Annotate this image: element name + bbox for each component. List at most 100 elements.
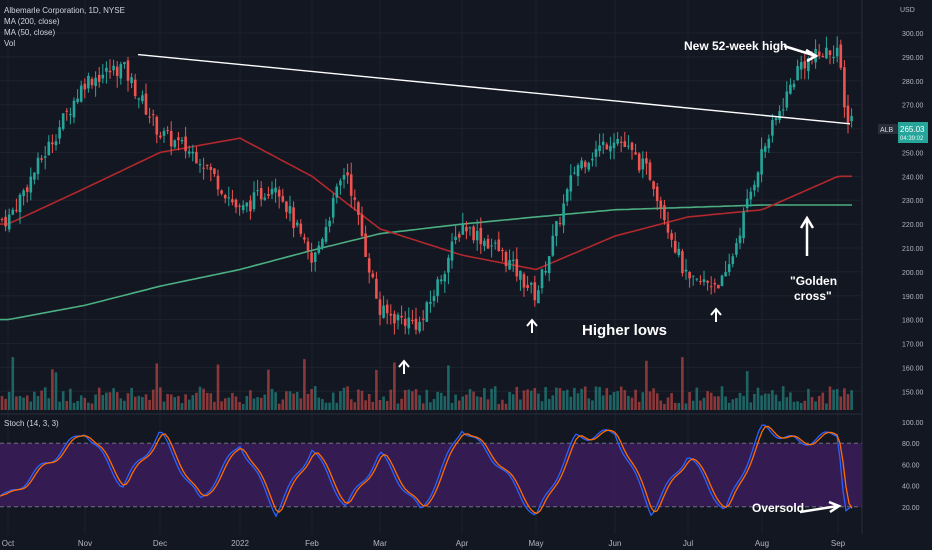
volume-bar (252, 398, 256, 410)
golden-cross-arrow (799, 215, 815, 256)
candle-body (54, 141, 58, 146)
price-axis[interactable]: 300.00290.00280.00270.00260.00250.00240.… (902, 31, 924, 396)
volume-bar (817, 395, 821, 410)
volume-bar (155, 363, 159, 410)
volume-bar (792, 401, 796, 410)
candle-body (702, 279, 706, 283)
volume-bar (569, 396, 573, 410)
candle-body (360, 214, 364, 236)
volume-bar (461, 396, 465, 410)
volume-bar (778, 401, 781, 410)
volume-bar (79, 395, 83, 410)
time-tick-label: Jul (683, 539, 693, 548)
candle-body (468, 227, 472, 229)
symbol-legend[interactable]: Albemarle Corporation, 1D, NYSE (4, 6, 125, 15)
volume-bar (691, 400, 695, 410)
volume-bar (76, 401, 79, 410)
volume-bar (519, 399, 522, 410)
time-tick-label: May (528, 539, 543, 548)
volume-bar (465, 394, 468, 410)
candle-body (94, 77, 97, 86)
volume-bar (832, 389, 835, 410)
time-tick-label: 2022 (231, 539, 249, 548)
candle-body (245, 202, 249, 207)
volume-bar (655, 393, 659, 410)
candle-body (72, 100, 76, 118)
price-tick-label: 220.00 (902, 222, 924, 229)
candle-body (97, 74, 101, 82)
volume-bar (583, 386, 587, 410)
volume-bar (169, 394, 173, 410)
candle-body (547, 256, 551, 274)
volume-bar (184, 394, 187, 410)
candle-body (303, 237, 306, 240)
candlesticks[interactable] (0, 36, 853, 335)
volume-bar (112, 388, 115, 410)
volume-bar (501, 399, 504, 410)
volume-bar (328, 402, 331, 410)
volume-bar (69, 388, 72, 410)
candle-body (141, 95, 144, 102)
candle-body (447, 257, 450, 273)
volume-bar (151, 389, 155, 410)
candle-body (569, 175, 573, 192)
stoch-legend[interactable]: Stoch (14, 3, 3) (4, 419, 59, 428)
volume-bar (612, 392, 616, 410)
resistance-trendline[interactable] (137, 53, 851, 125)
candle-body (180, 139, 184, 142)
volume-bar (245, 396, 249, 410)
volume-bar (601, 395, 605, 410)
volume-bar (101, 395, 105, 410)
candle-body (825, 47, 828, 59)
ma200-legend[interactable]: MA (200, close) (4, 17, 60, 26)
stoch-axis[interactable]: 100.00 80.00 60.00 40.00 20.00 (902, 420, 924, 512)
volume-bar (339, 391, 342, 410)
candle-body (123, 62, 126, 65)
candle-body (306, 241, 310, 252)
candle-body (216, 175, 220, 190)
vol-legend[interactable]: Vol (4, 39, 15, 48)
candle-body (130, 77, 133, 84)
time-axis[interactable]: Oct Nov Dec 2022 Feb Mar Apr May Jun Jul Aug Sep (2, 539, 846, 548)
time-tick-label: Oct (2, 539, 15, 548)
volume-bar (468, 389, 472, 410)
candle-body (598, 145, 601, 152)
volume-bar (292, 393, 295, 410)
volume-bar (699, 400, 702, 410)
volume-bar (731, 399, 735, 410)
volume-bar (450, 402, 454, 410)
volume-bar (36, 396, 40, 410)
volume-bar (648, 391, 652, 410)
stoch-lines (0, 424, 853, 518)
ma50-legend[interactable]: MA (50, close) (4, 28, 55, 37)
volume-bar (274, 392, 277, 410)
candle-body (843, 67, 846, 108)
candle-body (69, 114, 72, 116)
candle-body (551, 235, 555, 256)
price-tick-label: 170.00 (902, 342, 924, 349)
candle-body (418, 321, 421, 332)
ma50-line (0, 137, 852, 271)
candle-body (479, 227, 483, 245)
candle-body (209, 166, 213, 170)
volume-bar (605, 388, 609, 410)
volume-bar (774, 394, 778, 410)
candle-body (652, 181, 655, 190)
candle-body (501, 249, 504, 251)
volume-bar (537, 393, 540, 410)
candle-body (159, 135, 162, 138)
candle-body (540, 269, 544, 289)
candle-body (40, 158, 43, 160)
volume-bar (785, 397, 789, 410)
candle-body (148, 116, 151, 118)
candle-body (666, 223, 670, 233)
candle-body (601, 141, 605, 145)
time-tick-label: Apr (456, 539, 469, 548)
volume-bar (378, 400, 382, 410)
volume-bar (259, 397, 263, 410)
volume-bar (558, 388, 562, 410)
volume-bar (72, 402, 76, 410)
candle-body (472, 226, 475, 241)
volume-bar (742, 395, 745, 410)
